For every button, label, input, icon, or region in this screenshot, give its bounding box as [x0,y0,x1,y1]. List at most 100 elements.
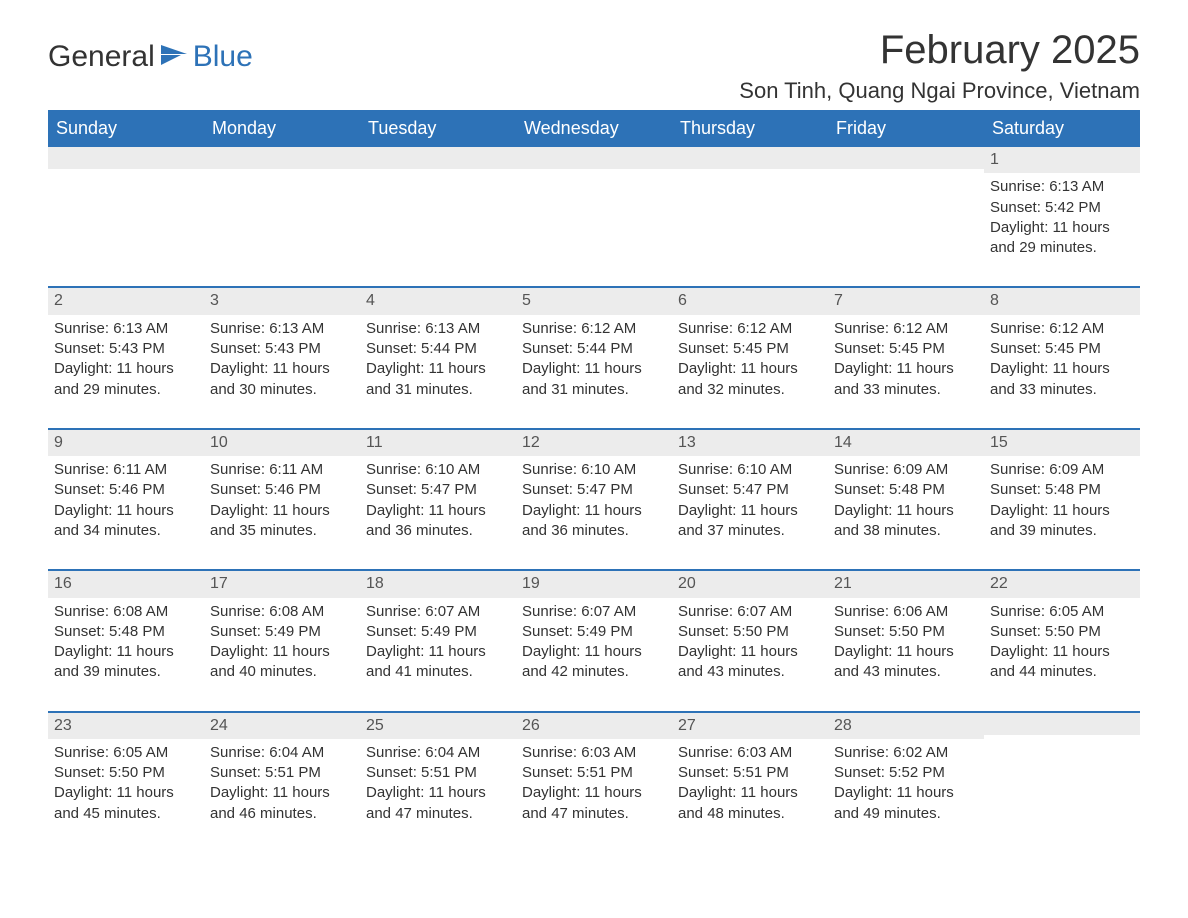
daylight-line: Daylight: 11 hours and 46 minutes. [210,783,354,824]
daylight-line: Daylight: 11 hours and 48 minutes. [678,783,822,824]
day-details: Sunrise: 6:12 AMSunset: 5:45 PMDaylight:… [828,315,984,400]
day-cell: 7Sunrise: 6:12 AMSunset: 5:45 PMDaylight… [828,288,984,427]
sunrise-line: Sunrise: 6:07 AM [522,602,666,622]
sunset-line: Sunset: 5:51 PM [210,763,354,783]
daylight-line: Daylight: 11 hours and 33 minutes. [834,359,978,400]
sunset-line: Sunset: 5:47 PM [366,480,510,500]
sunset-line: Sunset: 5:46 PM [54,480,198,500]
sunrise-line: Sunrise: 6:04 AM [366,743,510,763]
logo-text-blue: Blue [193,40,253,74]
daylight-line: Daylight: 11 hours and 42 minutes. [522,642,666,683]
day-cell: 5Sunrise: 6:12 AMSunset: 5:44 PMDaylight… [516,288,672,427]
day-number: 2 [48,288,204,314]
week-row: 1Sunrise: 6:13 AMSunset: 5:42 PMDaylight… [48,145,1140,286]
day-details: Sunrise: 6:02 AMSunset: 5:52 PMDaylight:… [828,739,984,824]
daylight-line: Daylight: 11 hours and 49 minutes. [834,783,978,824]
sunrise-line: Sunrise: 6:07 AM [678,602,822,622]
day-number: 7 [828,288,984,314]
day-number [360,147,516,169]
day-cell: 14Sunrise: 6:09 AMSunset: 5:48 PMDayligh… [828,430,984,569]
day-cell: 20Sunrise: 6:07 AMSunset: 5:50 PMDayligh… [672,571,828,710]
week-row: 2Sunrise: 6:13 AMSunset: 5:43 PMDaylight… [48,286,1140,427]
day-cell: 22Sunrise: 6:05 AMSunset: 5:50 PMDayligh… [984,571,1140,710]
daylight-line: Daylight: 11 hours and 47 minutes. [366,783,510,824]
sunrise-line: Sunrise: 6:03 AM [678,743,822,763]
sunset-line: Sunset: 5:51 PM [366,763,510,783]
sunset-line: Sunset: 5:48 PM [54,622,198,642]
daylight-line: Daylight: 11 hours and 36 minutes. [522,501,666,542]
day-number: 21 [828,571,984,597]
sunrise-line: Sunrise: 6:09 AM [834,460,978,480]
day-number [516,147,672,169]
day-details: Sunrise: 6:10 AMSunset: 5:47 PMDaylight:… [672,456,828,541]
day-cell: 23Sunrise: 6:05 AMSunset: 5:50 PMDayligh… [48,713,204,852]
day-details: Sunrise: 6:12 AMSunset: 5:45 PMDaylight:… [672,315,828,400]
day-number: 13 [672,430,828,456]
day-cell: 6Sunrise: 6:12 AMSunset: 5:45 PMDaylight… [672,288,828,427]
sunset-line: Sunset: 5:44 PM [366,339,510,359]
day-cell [672,147,828,286]
sunrise-line: Sunrise: 6:11 AM [210,460,354,480]
day-number: 1 [984,147,1140,173]
weekday-header: Friday [828,112,984,145]
sunset-line: Sunset: 5:43 PM [54,339,198,359]
day-cell: 21Sunrise: 6:06 AMSunset: 5:50 PMDayligh… [828,571,984,710]
sunset-line: Sunset: 5:51 PM [678,763,822,783]
day-details: Sunrise: 6:07 AMSunset: 5:49 PMDaylight:… [360,598,516,683]
sunset-line: Sunset: 5:45 PM [834,339,978,359]
day-details: Sunrise: 6:11 AMSunset: 5:46 PMDaylight:… [48,456,204,541]
day-details: Sunrise: 6:12 AMSunset: 5:44 PMDaylight:… [516,315,672,400]
day-details: Sunrise: 6:06 AMSunset: 5:50 PMDaylight:… [828,598,984,683]
day-details: Sunrise: 6:04 AMSunset: 5:51 PMDaylight:… [360,739,516,824]
day-details: Sunrise: 6:09 AMSunset: 5:48 PMDaylight:… [828,456,984,541]
sunset-line: Sunset: 5:48 PM [990,480,1134,500]
day-cell: 9Sunrise: 6:11 AMSunset: 5:46 PMDaylight… [48,430,204,569]
daylight-line: Daylight: 11 hours and 45 minutes. [54,783,198,824]
sunset-line: Sunset: 5:42 PM [990,198,1134,218]
sunset-line: Sunset: 5:48 PM [834,480,978,500]
day-cell: 17Sunrise: 6:08 AMSunset: 5:49 PMDayligh… [204,571,360,710]
sunrise-line: Sunrise: 6:10 AM [678,460,822,480]
daylight-line: Daylight: 11 hours and 44 minutes. [990,642,1134,683]
day-number [672,147,828,169]
day-cell: 2Sunrise: 6:13 AMSunset: 5:43 PMDaylight… [48,288,204,427]
logo-flag-icon [161,45,187,70]
sunset-line: Sunset: 5:47 PM [522,480,666,500]
day-number: 4 [360,288,516,314]
daylight-line: Daylight: 11 hours and 29 minutes. [990,218,1134,259]
sunrise-line: Sunrise: 6:13 AM [54,319,198,339]
daylight-line: Daylight: 11 hours and 31 minutes. [366,359,510,400]
day-number: 23 [48,713,204,739]
daylight-line: Daylight: 11 hours and 36 minutes. [366,501,510,542]
day-cell [984,713,1140,852]
day-cell [828,147,984,286]
sunrise-line: Sunrise: 6:08 AM [54,602,198,622]
day-number [48,147,204,169]
sunrise-line: Sunrise: 6:02 AM [834,743,978,763]
day-details: Sunrise: 6:13 AMSunset: 5:42 PMDaylight:… [984,173,1140,258]
day-cell: 18Sunrise: 6:07 AMSunset: 5:49 PMDayligh… [360,571,516,710]
daylight-line: Daylight: 11 hours and 34 minutes. [54,501,198,542]
day-details: Sunrise: 6:10 AMSunset: 5:47 PMDaylight:… [516,456,672,541]
day-number: 11 [360,430,516,456]
day-number: 8 [984,288,1140,314]
sunset-line: Sunset: 5:43 PM [210,339,354,359]
sunset-line: Sunset: 5:49 PM [366,622,510,642]
daylight-line: Daylight: 11 hours and 40 minutes. [210,642,354,683]
sunrise-line: Sunrise: 6:10 AM [366,460,510,480]
day-details: Sunrise: 6:13 AMSunset: 5:43 PMDaylight:… [48,315,204,400]
daylight-line: Daylight: 11 hours and 43 minutes. [678,642,822,683]
sunset-line: Sunset: 5:52 PM [834,763,978,783]
weekday-header: Tuesday [360,112,516,145]
day-number: 19 [516,571,672,597]
sunrise-line: Sunrise: 6:11 AM [54,460,198,480]
daylight-line: Daylight: 11 hours and 30 minutes. [210,359,354,400]
day-details: Sunrise: 6:13 AMSunset: 5:44 PMDaylight:… [360,315,516,400]
logo-text-general: General [48,40,155,74]
sunrise-line: Sunrise: 6:13 AM [990,177,1134,197]
week-row: 16Sunrise: 6:08 AMSunset: 5:48 PMDayligh… [48,569,1140,710]
day-cell [516,147,672,286]
day-number: 18 [360,571,516,597]
day-cell: 1Sunrise: 6:13 AMSunset: 5:42 PMDaylight… [984,147,1140,286]
week-row: 9Sunrise: 6:11 AMSunset: 5:46 PMDaylight… [48,428,1140,569]
